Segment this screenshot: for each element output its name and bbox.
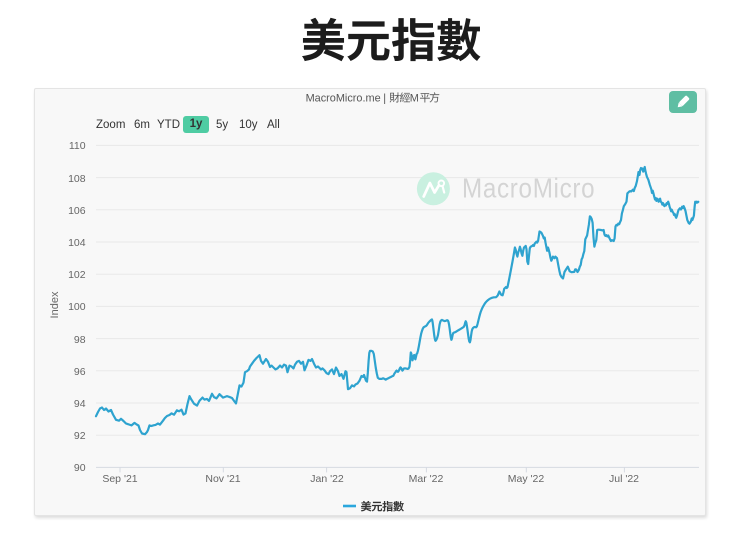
svg-text:M: M bbox=[410, 92, 419, 104]
svg-text:|: | bbox=[383, 92, 386, 104]
svg-text:MacroMicro.me: MacroMicro.me bbox=[306, 92, 381, 104]
svg-text:MacroMicro: MacroMicro bbox=[462, 174, 595, 204]
